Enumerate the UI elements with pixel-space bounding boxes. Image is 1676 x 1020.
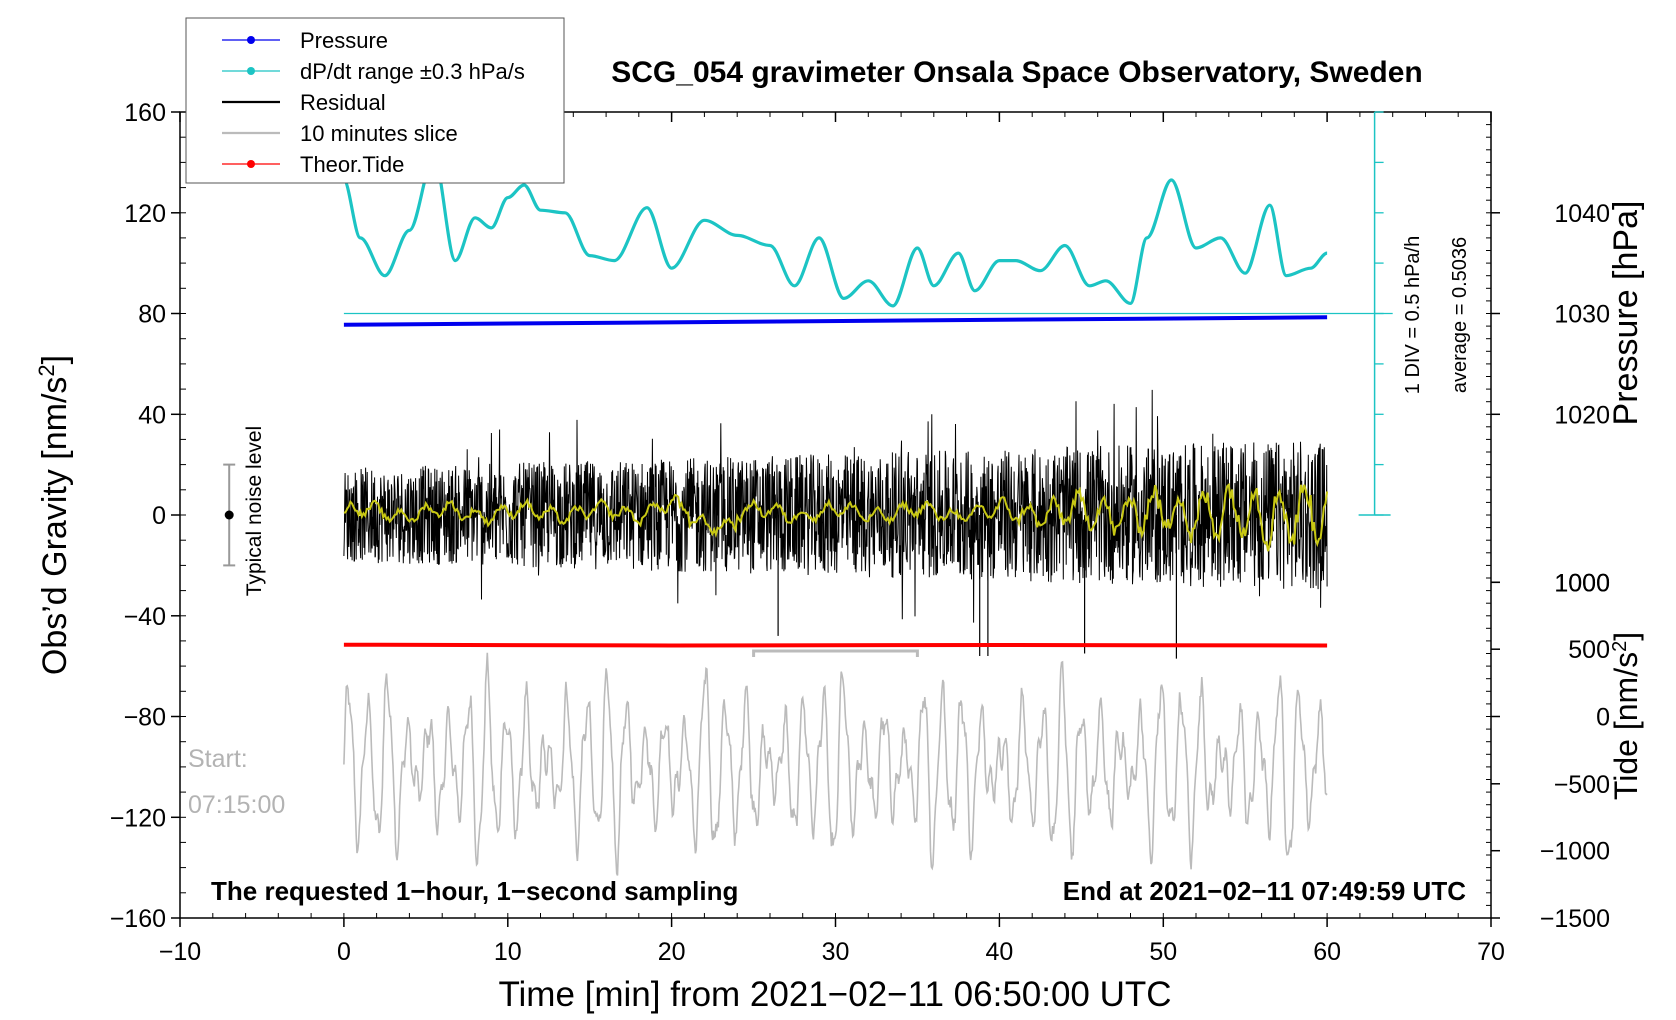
bottom-right-annotation: End at 2021−02−11 07:49:59 UTC (1063, 876, 1466, 906)
y-tick-label: −80 (124, 704, 166, 732)
y-tick-label: 40 (138, 401, 166, 429)
pressure-tick-label: 1040 (1554, 200, 1610, 228)
y-axis-ticks: 160 120 80 40 0 −40 −80 −120 −160 (110, 99, 180, 933)
y-tick-label: 120 (124, 200, 166, 228)
noise-level-label: Typical noise level (243, 426, 266, 596)
legend-label: Theor.Tide (300, 152, 404, 177)
dpdt-scale-label: 1 DIV = 0.5 hPa/h (1402, 236, 1424, 394)
legend-swatch-marker (247, 160, 255, 168)
slice-series-line (343, 652, 1328, 876)
tide-tick-label: 1000 (1554, 569, 1610, 597)
bottom-left-annotation: The requested 1−hour, 1−second sampling (211, 876, 738, 906)
series-layer (342, 155, 1393, 876)
tide-axis-label: Tide [nm/s2] (1608, 632, 1644, 800)
tide-tick-label: −500 (1554, 771, 1610, 799)
slice-marker-bracket (752, 649, 919, 657)
tide-tick-label: 500 (1568, 636, 1610, 664)
x-axis-ticks: −10 0 10 20 30 40 50 60 70 (159, 112, 1505, 966)
x-axis-label: Time [min] from 2021−02−11 06:50:00 UTC (498, 975, 1171, 1014)
legend-swatch-marker (247, 36, 255, 44)
legend-label: Residual (300, 90, 386, 115)
dpdt-average-label: average = 0.5036 (1449, 237, 1471, 393)
y-tick-label: −120 (110, 804, 166, 832)
x-tick-label: 30 (822, 938, 850, 966)
start-label: Start: (188, 745, 248, 773)
noise-level-indicator (223, 463, 236, 567)
legend-box (185, 17, 565, 184)
x-tick-label: 50 (1149, 938, 1177, 966)
noise-center-dot (224, 510, 234, 520)
legend: Pressure dP/dt range ±0.3 hPa/s Residual 10… (185, 17, 565, 184)
x-tick-label: −10 (159, 938, 201, 966)
tide-tick-label: −1500 (1540, 905, 1610, 933)
y-tick-label: 160 (124, 99, 166, 127)
residual-series-line (343, 389, 1328, 623)
pressure-axis-label: Pressure [hPa] (1607, 201, 1645, 426)
smoothed-residual-line (343, 482, 1329, 552)
x-tick-label: 40 (985, 938, 1013, 966)
legend-label: dP/dt range ±0.3 hPa/s (300, 59, 525, 84)
pressure-tick-label: 1030 (1554, 301, 1610, 329)
chart-title: SCG_054 gravimeter Onsala Space Observat… (611, 56, 1423, 89)
dpdt-series-line (342, 155, 1328, 308)
x-tick-label: 10 (494, 938, 522, 966)
x-tick-label: 70 (1477, 938, 1505, 966)
start-time: 07:15:00 (188, 791, 285, 819)
tide-series-line (343, 642, 1328, 648)
pressure-tick-label: 1000 (1554, 569, 1610, 597)
y-tick-label: −40 (124, 603, 166, 631)
y-axis-label: Obs’d Gravity [nm/s2] (34, 355, 75, 675)
tide-tick-label: −1000 (1540, 838, 1610, 866)
y-tick-label: 80 (138, 301, 166, 329)
legend-swatch-marker (247, 67, 255, 75)
x-tick-label: 0 (337, 938, 351, 966)
x-tick-label: 20 (658, 938, 686, 966)
pressure-tick-label: 1020 (1554, 401, 1610, 429)
dpdt-scale-bar (1358, 111, 1391, 516)
tide-tick-label: 0 (1596, 704, 1610, 732)
x-tick-label: 60 (1313, 938, 1341, 966)
y-tick-label: 0 (152, 502, 166, 530)
y-tick-label: −160 (110, 905, 166, 933)
legend-label: 10 minutes slice (300, 121, 458, 146)
pressure-series-line (343, 315, 1328, 327)
legend-label: Pressure (300, 28, 388, 53)
